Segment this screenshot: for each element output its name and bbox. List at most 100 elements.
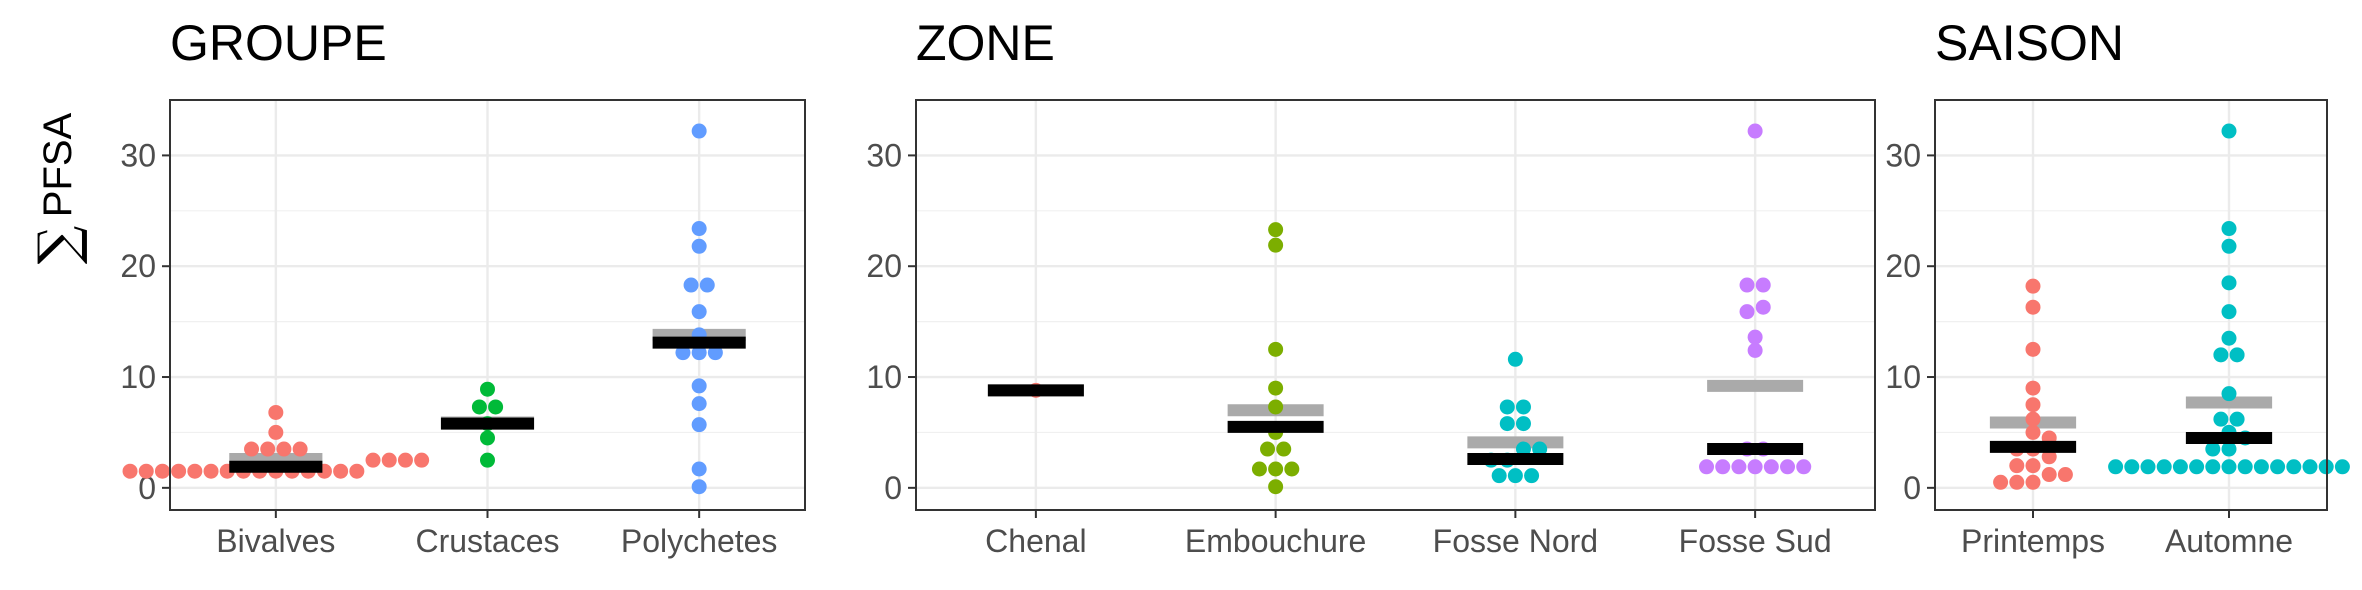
data-point [691, 479, 707, 495]
facet-panels: GROUPE 0 10 20 30 Bivalves Crustaces Polychetes… [120, 15, 2350, 559]
data-point [2124, 459, 2140, 475]
y-tick-label: 0 [1903, 470, 1921, 506]
data-point [2286, 459, 2302, 475]
data-point [2057, 467, 2073, 483]
data-point [1507, 351, 1523, 367]
data-point [1507, 468, 1523, 484]
data-point [1268, 222, 1284, 238]
x-tick-label: Chenal [985, 523, 1086, 559]
data-point [691, 417, 707, 433]
panel-title: GROUPE [170, 15, 387, 71]
x-tick-label: Fosse Sud [1679, 523, 1832, 559]
data-point [1739, 304, 1755, 320]
data-point [1747, 459, 1763, 475]
data-point [2140, 459, 2156, 475]
data-point [2025, 424, 2041, 440]
data-point [2229, 347, 2245, 363]
data-point [2253, 459, 2269, 475]
data-point [1491, 468, 1507, 484]
x-tick-label: Automne [2165, 523, 2293, 559]
data-point [1755, 299, 1771, 315]
data-point [1747, 329, 1763, 345]
data-point [691, 378, 707, 394]
panel-groupe: GROUPE 0 10 20 30 Bivalves Crustaces Polychetes [120, 15, 806, 559]
data-point [471, 399, 487, 415]
data-point [1284, 461, 1300, 477]
y-axis-title: PFSA [36, 112, 80, 217]
data-point [2156, 459, 2172, 475]
panel-border [1934, 99, 2328, 511]
data-point [260, 441, 276, 457]
data-point [1532, 441, 1548, 457]
data-point [2025, 474, 2041, 490]
y-tick-label: 20 [120, 248, 156, 284]
data-point [349, 463, 365, 479]
data-point [365, 452, 381, 468]
data-point [203, 463, 219, 479]
data-point [1524, 468, 1540, 484]
y-tick-label: 10 [1885, 359, 1921, 395]
y-tick-label: 0 [884, 470, 902, 506]
data-point [268, 404, 284, 420]
data-point [2189, 459, 2205, 475]
data-point [1747, 123, 1763, 139]
panel-saison: SAISON 0 10 20 30 Printemps Automne [1885, 15, 2350, 559]
data-point [707, 345, 723, 361]
data-point [268, 424, 284, 440]
data-point [1763, 459, 1779, 475]
data-point [2221, 441, 2237, 457]
data-point [2237, 459, 2253, 475]
y-tick-label: 10 [120, 359, 156, 395]
data-point [1268, 380, 1284, 396]
data-point [691, 123, 707, 139]
data-point [1780, 459, 1796, 475]
data-point [1515, 399, 1531, 415]
data-point [2213, 347, 2229, 363]
data-point [122, 463, 138, 479]
data-point [1268, 237, 1284, 253]
data-point [397, 452, 413, 468]
data-point [2025, 341, 2041, 357]
data-point [480, 452, 495, 468]
data-point [1755, 277, 1771, 293]
data-point [2270, 459, 2286, 475]
y-tick-label: 0 [138, 470, 156, 506]
data-point [2213, 411, 2229, 427]
data-point [2205, 441, 2221, 457]
x-tick-label: Embouchure [1185, 523, 1366, 559]
data-point [381, 452, 397, 468]
panel-title: ZONE [916, 15, 1055, 71]
data-point [480, 381, 495, 397]
data-point [171, 463, 187, 479]
data-point [2009, 474, 2025, 490]
data-point [2041, 467, 2057, 483]
data-point [2172, 459, 2188, 475]
data-point [1515, 416, 1531, 432]
data-point [2221, 386, 2237, 402]
data-point [683, 277, 699, 293]
data-point [1499, 399, 1515, 415]
data-point [2229, 411, 2245, 427]
panel-title: SAISON [1935, 15, 2124, 71]
data-point [2025, 278, 2041, 294]
data-point [2025, 380, 2041, 396]
data-point [414, 452, 430, 468]
y-tick-label: 30 [120, 137, 156, 173]
data-point [2205, 459, 2221, 475]
y-tick-label: 20 [1885, 248, 1921, 284]
data-point [138, 463, 154, 479]
data-point [2041, 449, 2057, 465]
data-point [1715, 459, 1731, 475]
data-point [2025, 299, 2041, 315]
data-point [2108, 459, 2124, 475]
data-point [2221, 221, 2237, 237]
data-point [1268, 479, 1284, 495]
data-point [2025, 411, 2041, 427]
data-point [1268, 461, 1284, 477]
panel-border [915, 99, 1876, 511]
data-point [2221, 459, 2237, 475]
y-tick-label: 20 [866, 248, 902, 284]
data-point [333, 463, 349, 479]
y-tick-label: 30 [1885, 137, 1921, 173]
